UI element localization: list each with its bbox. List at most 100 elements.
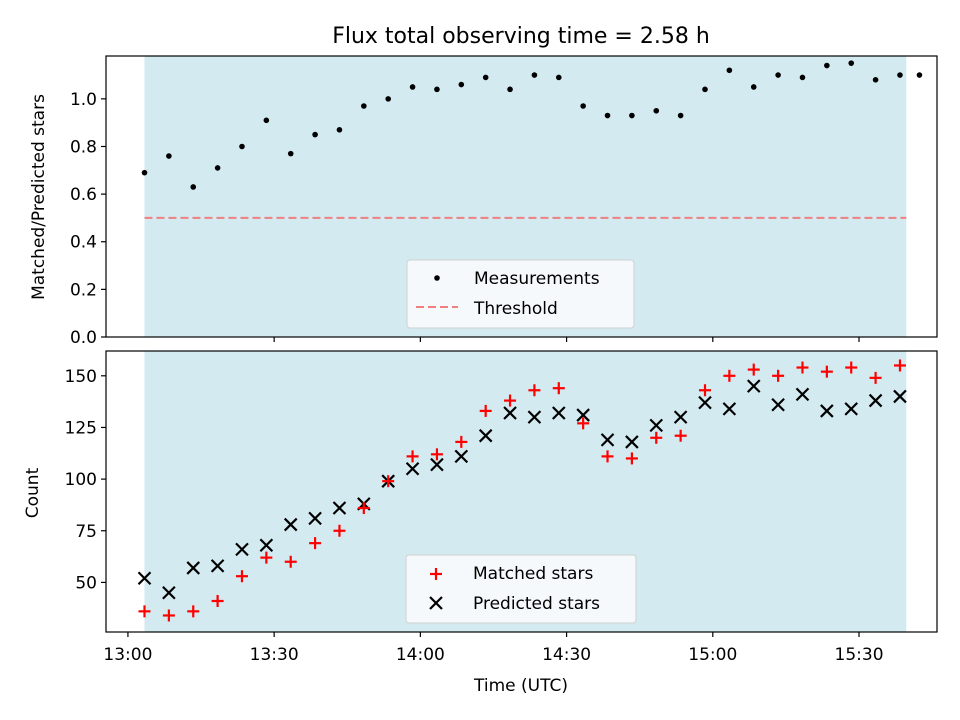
measurement-point: [190, 184, 197, 190]
matched-point: [528, 384, 541, 397]
matched-point: [333, 524, 346, 537]
measurement-point: [458, 81, 465, 88]
bottom-xtick-label: 15:30: [835, 645, 884, 665]
chart-title: Flux total observing time = 2.58 h: [332, 24, 710, 49]
measurement-point: [336, 127, 343, 133]
legend-predicted-marker: [429, 596, 443, 610]
measurement-point: [916, 72, 923, 78]
measurement-point: [580, 103, 586, 109]
measurement-point: [263, 117, 270, 124]
predicted-point: [673, 410, 688, 424]
bottom-panel: 50 75 100 125 150 13:00 13:30 14:00 14:30 15:00 15…: [23, 350, 938, 696]
measurement-point: [848, 60, 855, 66]
predicted-point: [137, 571, 152, 586]
matched-point: [893, 359, 906, 372]
matched-point: [869, 371, 882, 384]
top-marks: [141, 60, 923, 190]
matched-point: [357, 502, 370, 515]
measurement-point: [409, 84, 416, 90]
measurement-point: [604, 112, 611, 119]
predicted-point: [405, 461, 420, 476]
measurement-point: [166, 153, 172, 159]
matched-point: [625, 452, 638, 465]
top-ytick-label: 0.0: [70, 328, 97, 348]
top-ticks: 0.0 0.2 0.4 0.6 0.8 1.0: [70, 90, 860, 348]
predicted-point: [552, 406, 566, 420]
predicted-point: [478, 428, 493, 443]
predicted-point: [844, 402, 858, 416]
measurement-point: [629, 112, 635, 119]
measurement-point: [726, 67, 733, 74]
top-legend-box: [406, 259, 635, 329]
bottom-ytick-label: 100: [65, 470, 97, 490]
measurement-point: [531, 72, 538, 78]
predicted-point: [771, 397, 785, 412]
measurement-point: [872, 77, 879, 83]
top-ytick-label: 0.8: [70, 137, 97, 157]
matched-point: [577, 417, 590, 430]
matched-point: [406, 450, 419, 463]
bottom-marks: [137, 359, 907, 622]
matched-point: [552, 382, 565, 395]
matched-point: [382, 475, 395, 488]
measurement-point: [385, 96, 391, 102]
measurement-point: [141, 169, 148, 176]
matched-point: [260, 551, 273, 564]
predicted-point: [576, 408, 590, 422]
top-ytick-label: 0.6: [70, 185, 97, 205]
bottom-legend-box: [405, 554, 637, 624]
matched-point: [430, 448, 443, 461]
measurement-point: [677, 112, 684, 119]
bottom-ticks: 50 75 100 125 150 13:00 13:30 14:00 14:30 15:00 15…: [65, 367, 884, 665]
predicted-point: [308, 511, 322, 526]
matched-point: [284, 555, 297, 568]
measurement-point: [750, 84, 757, 90]
predicted-point: [283, 517, 298, 532]
matched-point: [674, 429, 687, 442]
predicted-point: [820, 404, 834, 418]
matched-point: [138, 605, 151, 618]
matched-point: [699, 384, 712, 397]
measurement-point: [214, 165, 221, 171]
matched-point: [650, 431, 663, 444]
predicted-point: [795, 387, 810, 402]
measurement-point: [702, 86, 708, 93]
measurement-point: [434, 86, 440, 93]
bottom-legend: Matched stars Predicted stars: [405, 554, 637, 624]
bottom-xtick-label: 13:30: [250, 645, 299, 665]
matched-point: [796, 361, 809, 374]
matched-point: [772, 369, 785, 382]
matched-point: [187, 605, 200, 618]
bottom-ytick-label: 150: [65, 367, 97, 387]
predicted-point: [722, 402, 737, 416]
top-ytick-label: 1.0: [70, 90, 97, 110]
bottom-ytick-label: 75: [75, 522, 97, 542]
legend-matched-label: Matched stars: [473, 564, 593, 584]
legend-threshold-label: Threshold: [473, 299, 558, 319]
legend-measurements-label: Measurements: [474, 269, 600, 289]
matched-point: [455, 435, 468, 448]
bottom-xtick-label: 14:30: [542, 645, 591, 665]
predicted-point: [503, 406, 517, 420]
predicted-point: [746, 379, 761, 393]
matched-point: [309, 537, 322, 550]
top-legend: Measurements Threshold: [406, 259, 635, 329]
predicted-point: [649, 418, 664, 433]
matched-point: [601, 450, 614, 463]
measurement-point: [775, 72, 781, 78]
predicted-point: [893, 389, 907, 404]
measurement-point: [507, 86, 513, 93]
bottom-xtick-label: 14:00: [396, 645, 445, 665]
top-ytick-label: 0.4: [70, 233, 97, 253]
measurement-point: [555, 74, 562, 81]
predicted-point: [332, 501, 347, 515]
predicted-point: [186, 561, 201, 575]
bottom-ytick-label: 50: [75, 573, 97, 593]
measurement-point: [482, 74, 489, 81]
top-ylabel: Matched/Predicted stars: [29, 94, 49, 300]
predicted-point: [210, 559, 225, 573]
measurement-point: [239, 143, 245, 150]
top-axes-frame: [105, 55, 938, 338]
predicted-point: [868, 393, 883, 408]
